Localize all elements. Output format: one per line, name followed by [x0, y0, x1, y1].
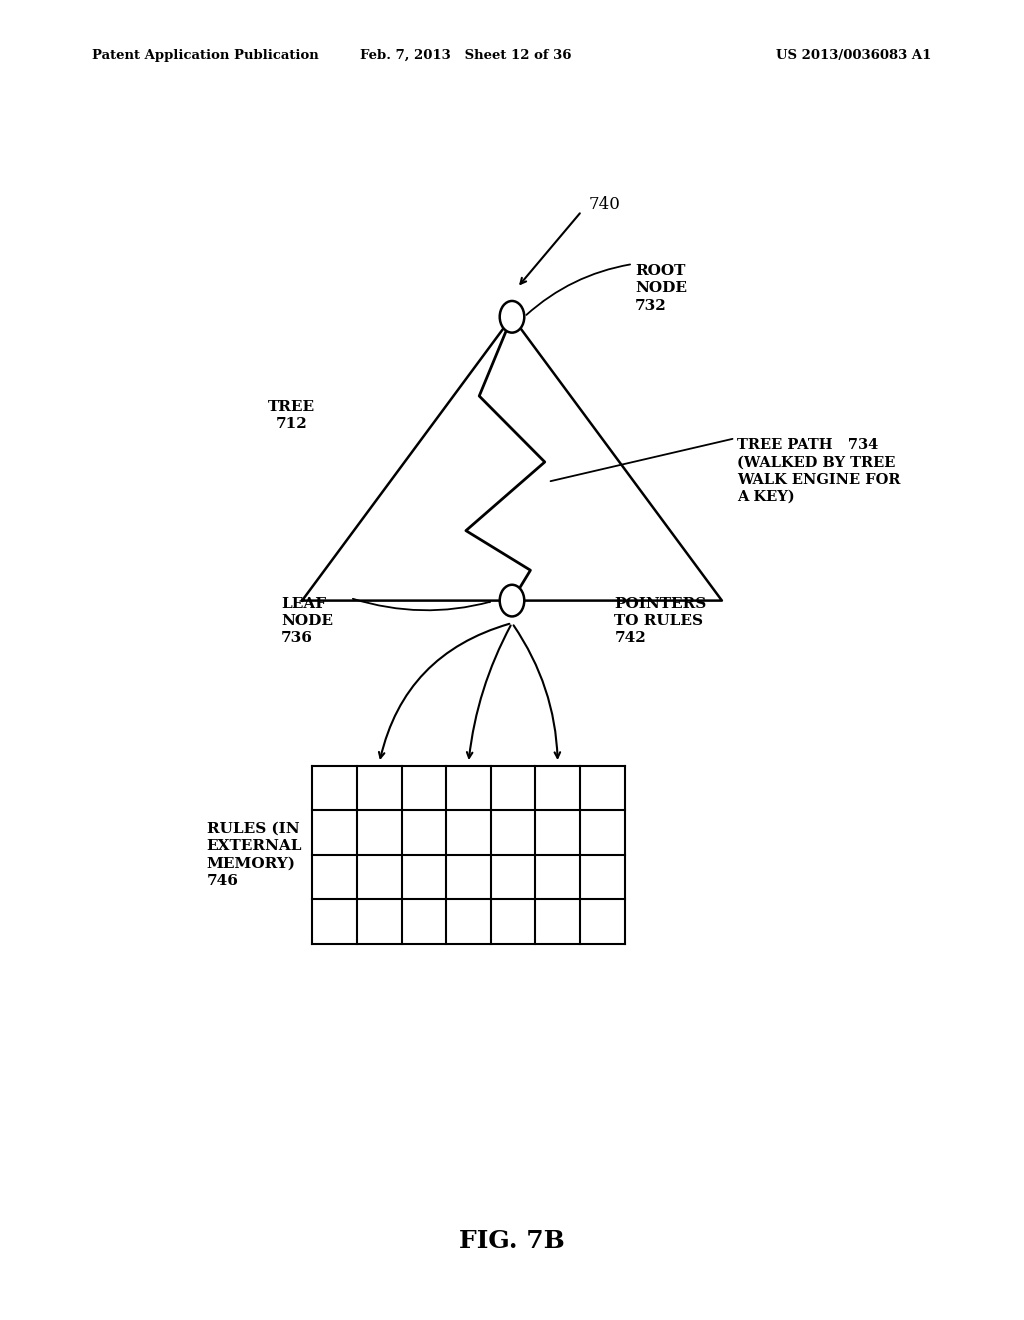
Text: 740: 740	[589, 197, 621, 213]
FancyArrowPatch shape	[353, 599, 489, 610]
Text: FIG. 7B: FIG. 7B	[459, 1229, 565, 1253]
FancyArrowPatch shape	[526, 264, 630, 315]
Text: US 2013/0036083 A1: US 2013/0036083 A1	[776, 49, 932, 62]
FancyArrowPatch shape	[551, 438, 732, 482]
Text: LEAF
NODE
736: LEAF NODE 736	[282, 597, 333, 645]
Circle shape	[500, 301, 524, 333]
Text: TREE
712: TREE 712	[268, 400, 315, 432]
Text: RULES (IN
EXTERNAL
MEMORY)
746: RULES (IN EXTERNAL MEMORY) 746	[207, 822, 302, 887]
Text: Feb. 7, 2013   Sheet 12 of 36: Feb. 7, 2013 Sheet 12 of 36	[360, 49, 571, 62]
Circle shape	[500, 585, 524, 616]
Text: Patent Application Publication: Patent Application Publication	[92, 49, 318, 62]
Text: POINTERS
TO RULES
742: POINTERS TO RULES 742	[614, 597, 707, 645]
Text: ROOT
NODE
732: ROOT NODE 732	[635, 264, 687, 313]
Text: TREE PATH   734
(WALKED BY TREE
WALK ENGINE FOR
A KEY): TREE PATH 734 (WALKED BY TREE WALK ENGIN…	[737, 438, 901, 504]
